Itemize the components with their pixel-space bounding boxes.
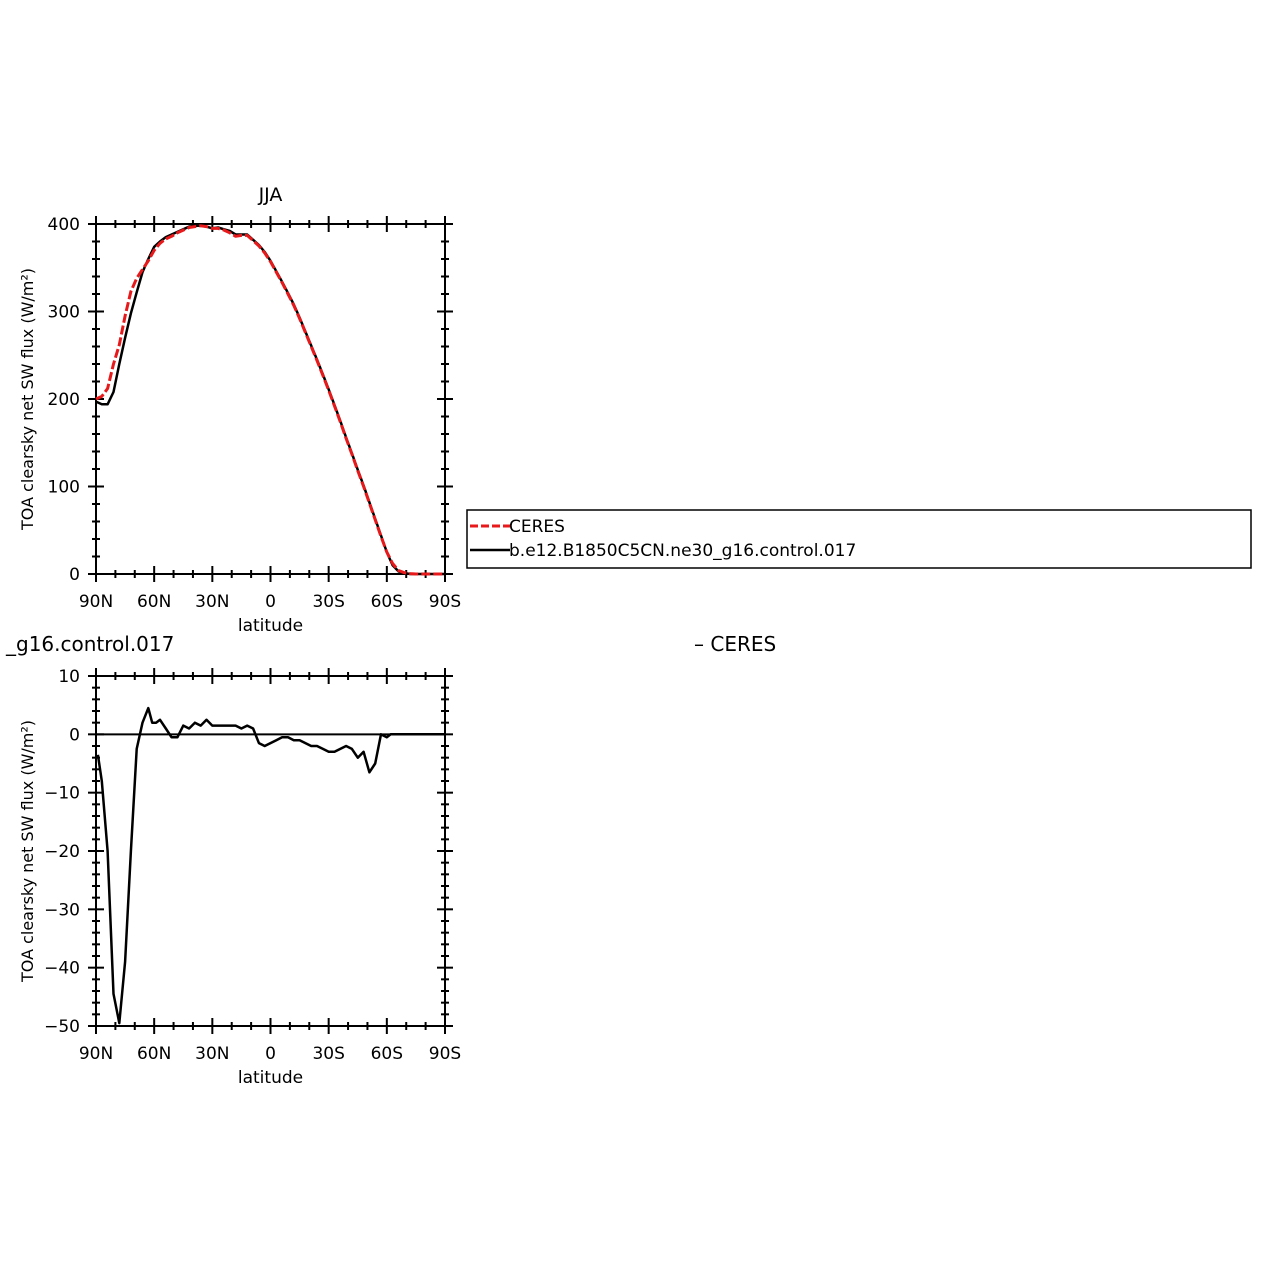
y-tick-label: −30 <box>44 900 80 920</box>
legend-label: CERES <box>509 517 565 537</box>
chart-title: JJA <box>258 184 283 206</box>
x-tick-label: 0 <box>265 1044 276 1064</box>
y-tick-label: 100 <box>48 478 80 498</box>
y-tick-label: 300 <box>48 303 80 323</box>
y-tick-label: −20 <box>44 842 80 862</box>
chart-title-right: – CERES <box>694 632 776 656</box>
x-tick-label: 30N <box>195 592 229 612</box>
x-tick-label: 60N <box>137 1044 171 1064</box>
jja-flux-panel: 90N 60N 30N 0 30S 60S 90S 0 100 200 300 400 latitude… <box>18 184 461 636</box>
y-tick-label: −10 <box>44 784 80 804</box>
y-tick-label: 200 <box>48 390 80 410</box>
x-tick-label: 0 <box>265 592 276 612</box>
series-line-ceres <box>95 224 445 576</box>
y-tick-label: 0 <box>69 565 80 585</box>
y-tick-label: −40 <box>44 959 80 979</box>
chart-title-left: _g16.control.017 <box>5 632 174 656</box>
y-tick-label: 400 <box>48 215 80 235</box>
plot-frame <box>95 223 446 575</box>
x-tick-label: 60N <box>137 592 171 612</box>
series-line-difference <box>96 706 445 1025</box>
y-tick-label: −50 <box>44 1017 80 1037</box>
y-axis-label: TOA clearsky net SW flux (W/m²) <box>18 720 37 983</box>
legend: CERES b.e12.B1850C5CN.ne30_g16.control.01… <box>466 509 1252 569</box>
series-line-model <box>95 224 445 576</box>
y-tick-label: 0 <box>69 725 80 745</box>
y-tick-label: 10 <box>58 667 80 687</box>
x-tick-label: 60S <box>371 1044 403 1064</box>
x-tick-label: 30N <box>195 1044 229 1064</box>
legend-box <box>466 509 1252 569</box>
x-axis-label: latitude <box>238 1068 303 1088</box>
x-tick-label: 90S <box>429 1044 461 1064</box>
x-tick-label: 90S <box>429 592 461 612</box>
x-tick-label: 30S <box>312 1044 344 1064</box>
x-tick-label: 90N <box>79 592 113 612</box>
difference-panel: 90N 60N 30N 0 30S 60S 90S −50 −40 −30 −20 −10 0 10 lat… <box>5 632 776 1088</box>
x-axis-label: latitude <box>238 616 303 636</box>
x-tick-label: 30S <box>312 592 344 612</box>
legend-label: b.e12.B1850C5CN.ne30_g16.control.017 <box>509 541 856 561</box>
y-axis-label: TOA clearsky net SW flux (W/m²) <box>18 268 37 531</box>
plot-frame <box>95 675 446 1027</box>
x-tick-label: 60S <box>371 592 403 612</box>
x-tick-label: 90N <box>79 1044 113 1064</box>
